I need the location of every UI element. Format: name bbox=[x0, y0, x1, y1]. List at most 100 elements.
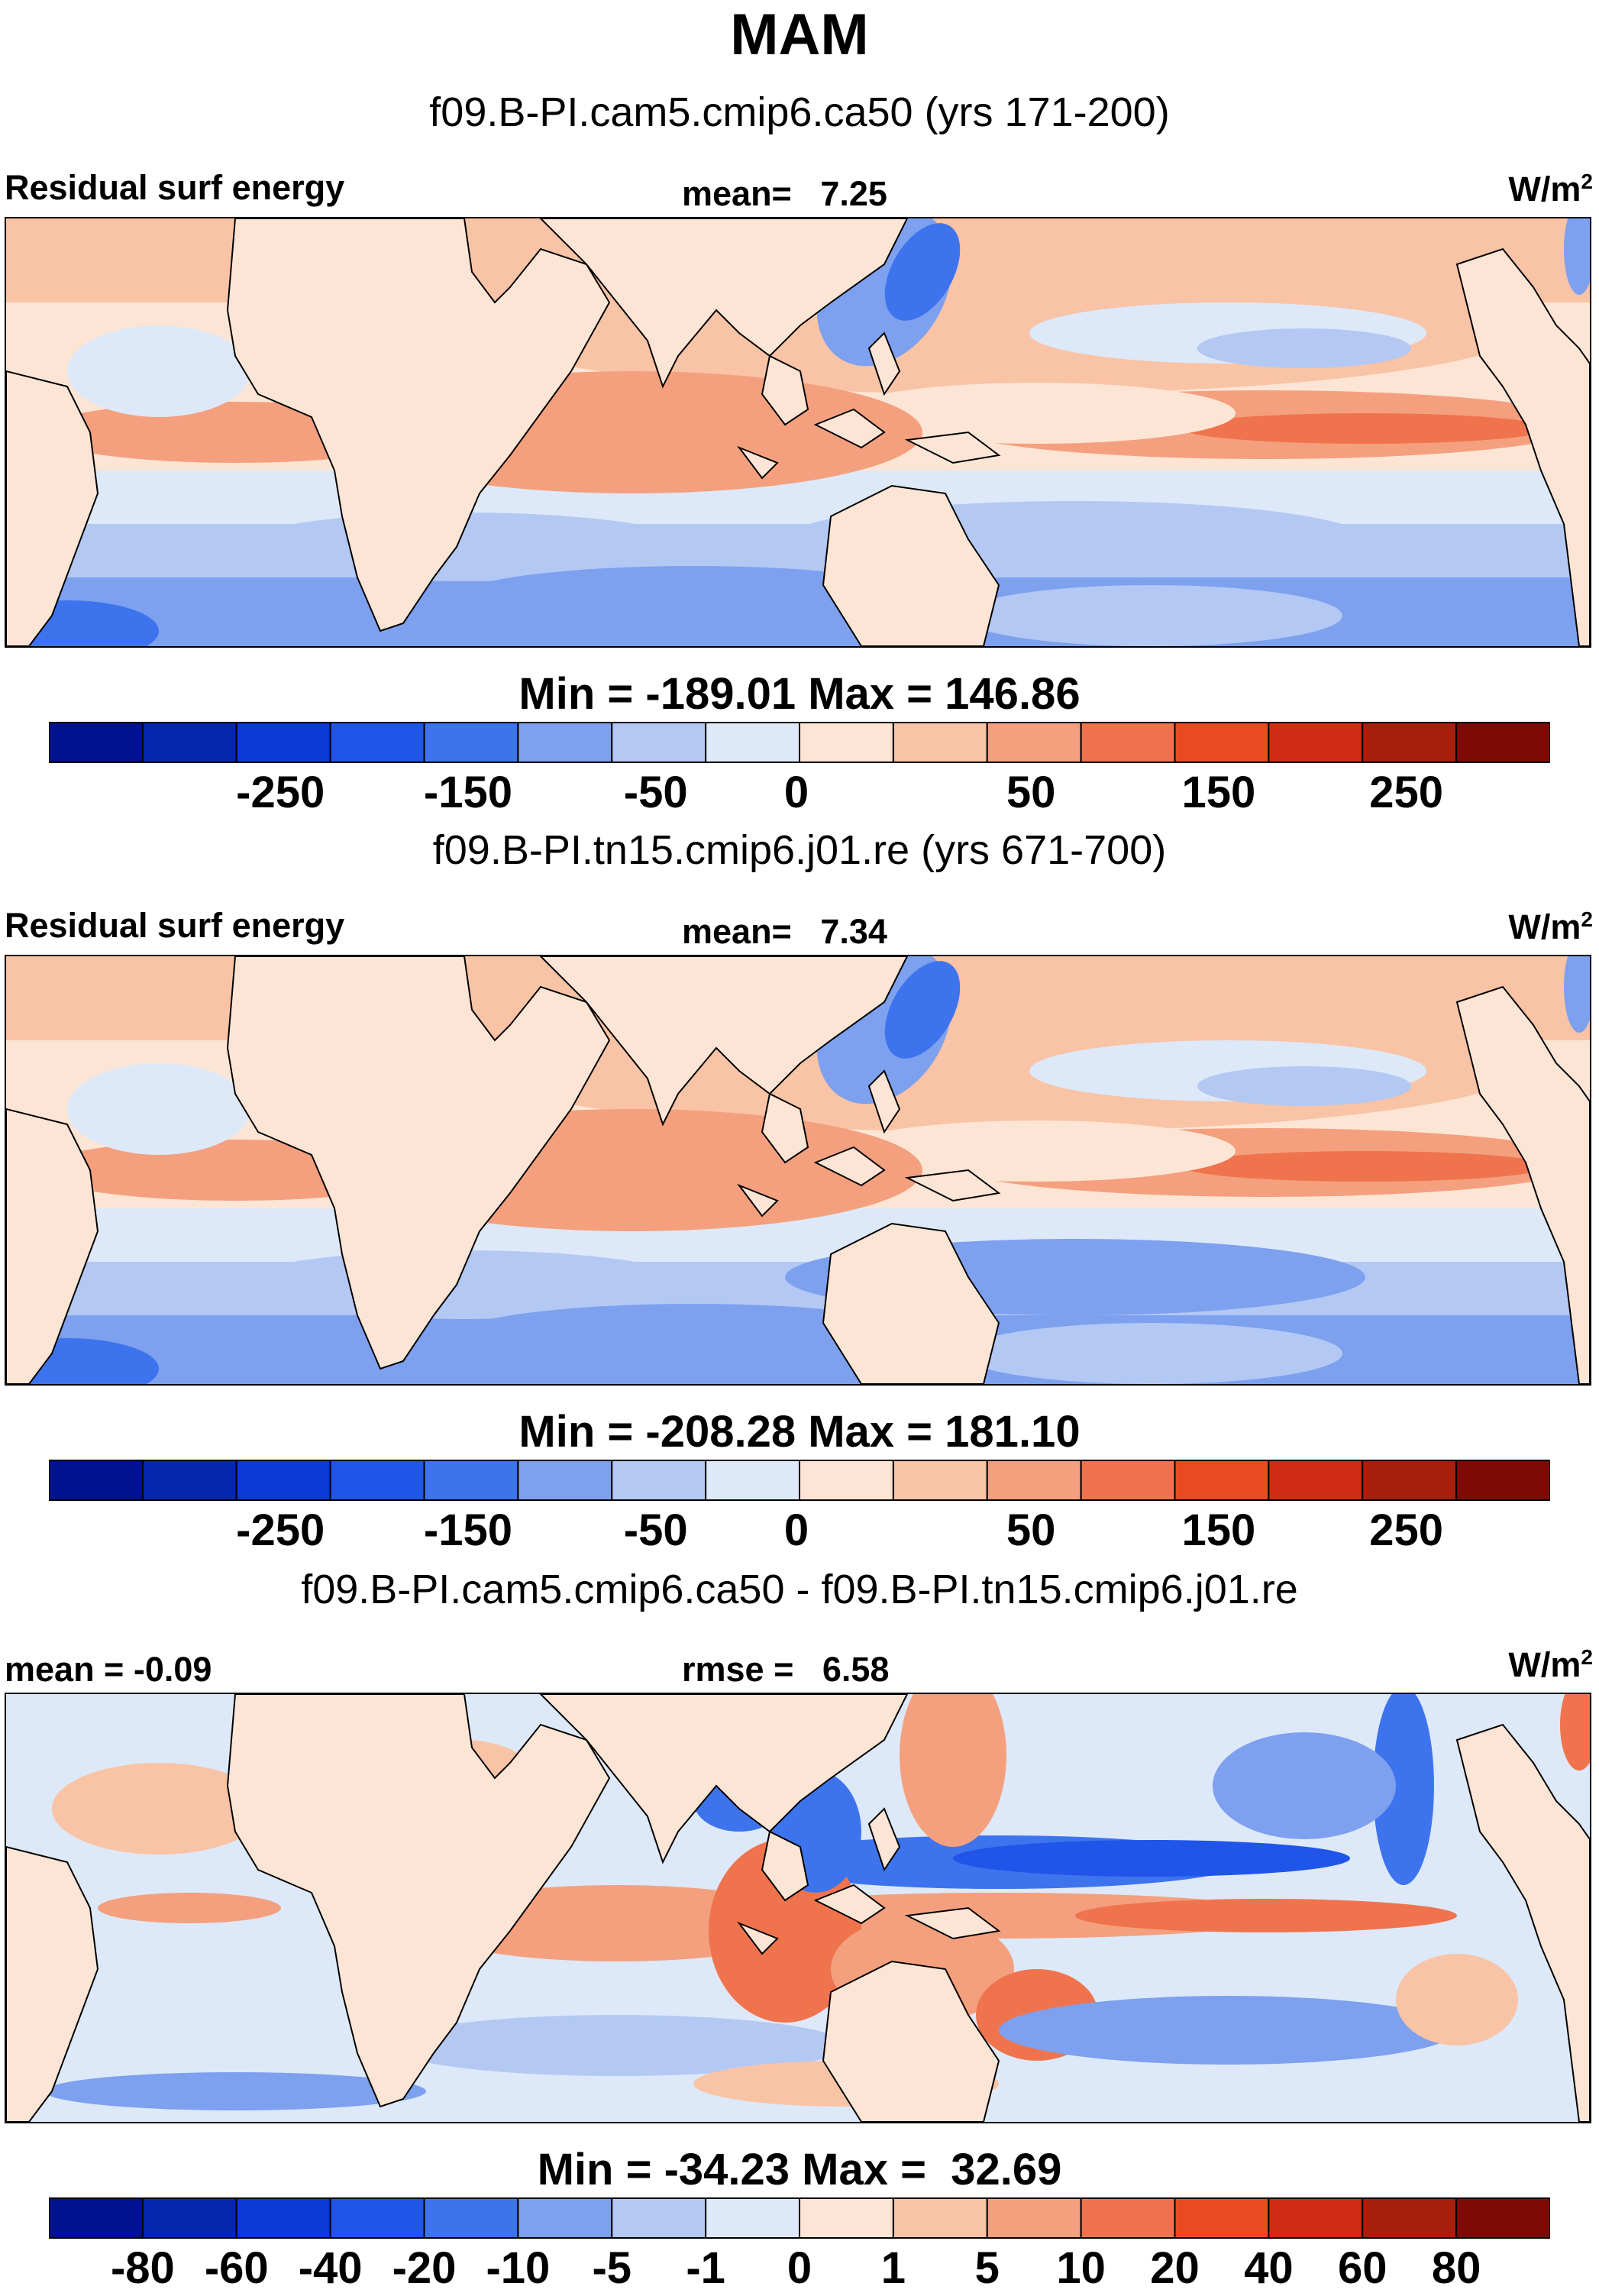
colorbar-swatch bbox=[48, 2197, 144, 2239]
panel-2-colorbar bbox=[48, 1460, 1551, 1501]
panel-2-colorbar-ticks: -250 -150 -50 0 50 150 250 bbox=[0, 1505, 1599, 1558]
field-contour bbox=[838, 1121, 1236, 1182]
panel-2-map bbox=[5, 955, 1591, 1386]
coastline bbox=[539, 218, 909, 389]
field-contour bbox=[961, 585, 1342, 646]
colorbar-tick-label: -10 bbox=[486, 2243, 551, 2293]
panel-2-subtitle: f09.B-PI.tn15.cmip6.j01.re (yrs 671-700) bbox=[432, 827, 1167, 873]
colorbar-swatch bbox=[1362, 722, 1458, 763]
colorbar-swatch bbox=[611, 722, 707, 763]
colorbar-swatch bbox=[611, 2197, 707, 2239]
colorbar-tick-label: 60 bbox=[1337, 2243, 1387, 2293]
colorbar-tick-label: -40 bbox=[298, 2243, 363, 2293]
panel-3-rmse-stat: rmse = 6.58 bbox=[682, 1650, 890, 1689]
colorbar-tick-label: -60 bbox=[204, 2243, 269, 2293]
colorbar-swatch bbox=[1362, 2197, 1458, 2239]
colorbar-swatch bbox=[705, 2197, 800, 2239]
coastline bbox=[822, 484, 1000, 646]
colorbar-swatch bbox=[329, 1460, 425, 1501]
colorbar-swatch bbox=[799, 722, 894, 763]
coastline bbox=[822, 1222, 1000, 1384]
field-contour bbox=[1564, 956, 1590, 1033]
coastline bbox=[761, 1830, 809, 1902]
field-contour bbox=[1197, 1066, 1411, 1106]
panel-3-units: W/m2 bbox=[1508, 1645, 1593, 1684]
coastline bbox=[6, 1108, 99, 1384]
colorbar-swatch bbox=[892, 722, 988, 763]
colorbar-swatch bbox=[1174, 2197, 1270, 2239]
panel-1-colorbar bbox=[48, 722, 1551, 763]
coastline bbox=[813, 1884, 886, 1925]
field-contour bbox=[67, 325, 250, 417]
colorbar-swatch bbox=[1080, 2197, 1176, 2239]
colorbar-swatch bbox=[1268, 722, 1364, 763]
colorbar-swatch bbox=[1455, 1460, 1551, 1501]
coastline bbox=[6, 370, 99, 646]
field-contour bbox=[1213, 1732, 1396, 1839]
colorbar-tick-label: 50 bbox=[1006, 768, 1056, 817]
coastline bbox=[813, 408, 886, 449]
field-contour bbox=[1396, 1954, 1518, 2045]
field-contour bbox=[953, 1840, 1350, 1877]
coastline bbox=[904, 1169, 1001, 1202]
colorbar-swatch bbox=[1268, 1460, 1364, 1501]
panel-2-mean-stat: mean= 7.34 bbox=[682, 912, 887, 951]
field-contour bbox=[838, 383, 1236, 444]
colorbar-tick-label: 250 bbox=[1369, 768, 1444, 817]
panel-1-map bbox=[5, 217, 1591, 648]
coastline bbox=[539, 956, 909, 1127]
field-contour bbox=[388, 2015, 846, 2076]
colorbar-tick-label: -1 bbox=[686, 2243, 725, 2293]
colorbar-swatch bbox=[1362, 1460, 1458, 1501]
panel-3-map bbox=[5, 1693, 1591, 2123]
colorbar-tick-label: 50 bbox=[1006, 1505, 1056, 1555]
colorbar-tick-label: 40 bbox=[1244, 2243, 1294, 2293]
colorbar-swatch bbox=[517, 722, 613, 763]
field-contour bbox=[98, 1893, 281, 1923]
colorbar-swatch bbox=[986, 1460, 1082, 1501]
field-contour bbox=[449, 1304, 938, 1373]
colorbar-tick-label: 250 bbox=[1369, 1505, 1444, 1555]
panel-2-units: W/m2 bbox=[1508, 907, 1593, 946]
colorbar-tick-label: 20 bbox=[1150, 2243, 1200, 2293]
colorbar-swatch bbox=[705, 1460, 800, 1501]
panel-1-minmax: Min = -189.01 Max = 146.86 bbox=[518, 669, 1081, 719]
colorbar-swatch bbox=[611, 1460, 707, 1501]
panel-1-units: W/m2 bbox=[1508, 170, 1593, 209]
field-contour bbox=[961, 1323, 1342, 1384]
colorbar-swatch bbox=[48, 1460, 144, 1501]
panel-1-subtitle: f09.B-PI.cam5.cmip6.ca50 (yrs 171-200) bbox=[429, 89, 1170, 135]
coastline bbox=[813, 1146, 886, 1187]
coastline bbox=[737, 445, 779, 480]
colorbar-tick-label: 5 bbox=[974, 2243, 1000, 2293]
colorbar-swatch bbox=[48, 722, 144, 763]
coastline bbox=[226, 218, 611, 632]
panel-3-minmax: Min = -34.23 Max = 32.69 bbox=[537, 2145, 1062, 2194]
colorbar-swatch bbox=[423, 722, 519, 763]
field-contour bbox=[1373, 1694, 1434, 1885]
colorbar-tick-label: -150 bbox=[423, 768, 512, 817]
coastline bbox=[904, 431, 1001, 464]
coastline bbox=[1455, 1723, 1590, 2122]
panel-1-colorbar-ticks: -250 -150 -50 0 50 150 250 bbox=[0, 767, 1599, 820]
colorbar-swatch bbox=[235, 1460, 331, 1501]
colorbar-swatch bbox=[423, 2197, 519, 2239]
colorbar-tick-label: 0 bbox=[787, 2243, 812, 2293]
colorbar-swatch bbox=[329, 722, 425, 763]
field-contour bbox=[67, 1063, 250, 1155]
field-contour bbox=[1182, 1151, 1549, 1182]
coastline bbox=[761, 1092, 809, 1164]
colorbar-swatch bbox=[1080, 722, 1176, 763]
panel-2-minmax: Min = -208.28 Max = 181.10 bbox=[518, 1407, 1081, 1457]
colorbar-tick-label: -250 bbox=[236, 768, 325, 817]
field-contour bbox=[1182, 413, 1549, 444]
coastline bbox=[1455, 985, 1590, 1384]
field-contour bbox=[884, 223, 961, 321]
field-contour bbox=[999, 1996, 1457, 2065]
colorbar-swatch bbox=[892, 2197, 988, 2239]
panel-3-subtitle: f09.B-PI.cam5.cmip6.ca50 - f09.B-PI.tn15… bbox=[301, 1567, 1298, 1612]
colorbar-tick-label: 0 bbox=[783, 1505, 809, 1555]
colorbar-swatch bbox=[1455, 2197, 1551, 2239]
colorbar-tick-label: 10 bbox=[1056, 2243, 1106, 2293]
colorbar-tick-label: -20 bbox=[392, 2243, 457, 2293]
